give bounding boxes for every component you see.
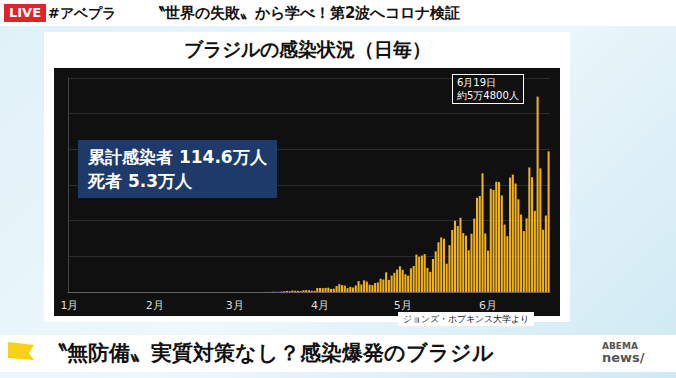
svg-text:1月: 1月 [60, 299, 78, 312]
svg-text:3月: 3月 [226, 299, 244, 312]
html-text:〝世界の失敗〟から学べ！第2波へコロナ検証: 〝世界の失敗〟から学べ！第2波へコロナ検証 [150, 4, 461, 22]
html-text:LIVE: LIVE [9, 5, 42, 20]
html-text:ブラジルの感染状況（日毎）: ブラジルの感染状況（日毎） [183, 38, 431, 60]
svg-text:4月: 4月 [311, 299, 329, 312]
svg-text:2月: 2月 [146, 299, 164, 312]
html-text:ABEMA: ABEMA [602, 341, 638, 351]
svg-text:6月: 6月 [479, 299, 497, 312]
html-text:累計感染者 114.6万人 死者 5.3万人: 累計感染者 114.6万人 死者 5.3万人 [88, 147, 267, 191]
html-text:6月19日 約5万4800人: 6月19日 約5万4800人 [457, 77, 519, 101]
html-text:〝無防備〟実質対策なし？感染爆発のブラジル: 〝無防備〟実質対策なし？感染爆発のブラジル [46, 341, 494, 365]
html-text:news/: news/ [602, 350, 645, 365]
html-text:#アベプラ: #アベプラ [48, 5, 116, 21]
svg-text:5月: 5月 [394, 299, 412, 312]
html-text:ジョンズ・ホプキンス大学より: ジョンズ・ホプキンス大学より [403, 314, 529, 324]
